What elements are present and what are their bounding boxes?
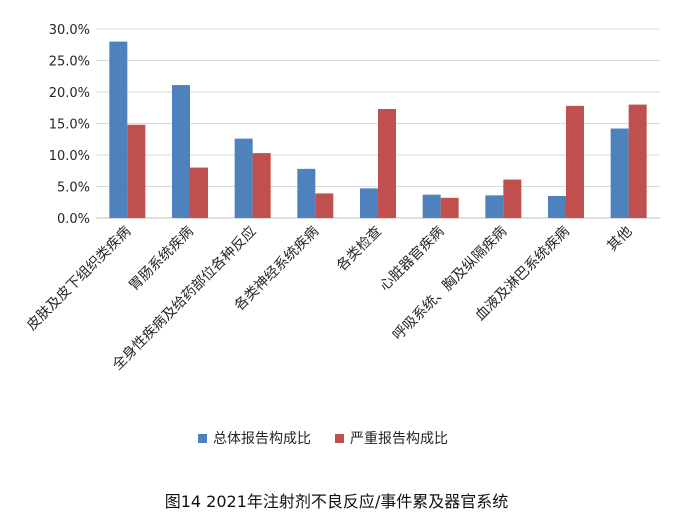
bar-serious xyxy=(252,153,271,218)
bar-total xyxy=(422,194,441,218)
bar-serious xyxy=(503,179,522,218)
y-tick-label: 0.0% xyxy=(57,212,90,227)
figure-caption: 图14 2021年注射剂不良反应/事件累及器官系统 xyxy=(164,492,509,511)
bar-total xyxy=(548,195,566,218)
bar-total xyxy=(360,188,378,218)
x-tick-label: 皮肤及皮下组织类疾病 xyxy=(24,224,134,334)
bar-serious xyxy=(440,197,459,218)
bar-serious xyxy=(378,109,396,218)
legend-label-total: 总体报告构成比 xyxy=(213,431,311,447)
bar-serious xyxy=(315,193,334,218)
x-tick-label: 胃肠系统疾病 xyxy=(126,224,197,295)
legend-item-serious: 严重报告构成比 xyxy=(335,428,448,448)
x-tick-label: 其他 xyxy=(604,224,635,255)
bar-serious xyxy=(190,167,208,218)
y-tick-label: 20.0% xyxy=(49,86,90,101)
y-tick-label: 25.0% xyxy=(49,55,90,70)
y-tick-label: 30.0% xyxy=(49,23,90,38)
bar-total xyxy=(109,41,128,218)
legend-item-total: 总体报告构成比 xyxy=(198,428,311,448)
y-tick-label: 15.0% xyxy=(49,118,90,133)
bar-serious xyxy=(566,105,584,218)
x-tick-label: 呼吸系统、胸及纵隔疾病 xyxy=(390,224,510,344)
bar-total xyxy=(485,195,504,218)
bar-serious xyxy=(127,124,146,218)
legend-swatch-serious xyxy=(335,433,344,443)
bar-total xyxy=(610,128,629,218)
legend-label-serious: 严重报告构成比 xyxy=(350,431,448,447)
legend-swatch-total xyxy=(198,433,207,443)
x-tick-label: 各类检查 xyxy=(334,224,385,275)
bar-total xyxy=(297,168,316,218)
x-tick-label: 心脏器官疾病 xyxy=(377,224,448,295)
legend: 总体报告构成比 严重报告构成比 xyxy=(198,428,448,448)
y-tick-label: 5.0% xyxy=(57,181,90,196)
bar-total xyxy=(172,85,190,218)
bar-serious xyxy=(628,104,647,218)
y-tick-label: 10.0% xyxy=(49,149,90,164)
bar-total xyxy=(234,138,253,218)
